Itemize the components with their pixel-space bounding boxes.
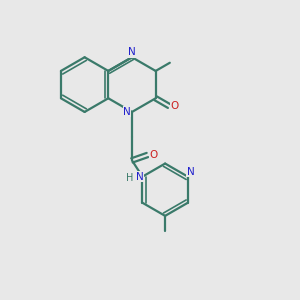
- Text: N: N: [128, 47, 136, 57]
- Text: H: H: [126, 173, 134, 183]
- Text: O: O: [149, 150, 158, 160]
- Text: O: O: [171, 101, 179, 111]
- Text: N: N: [136, 172, 144, 182]
- Text: N: N: [123, 107, 131, 117]
- Text: N: N: [187, 167, 195, 177]
